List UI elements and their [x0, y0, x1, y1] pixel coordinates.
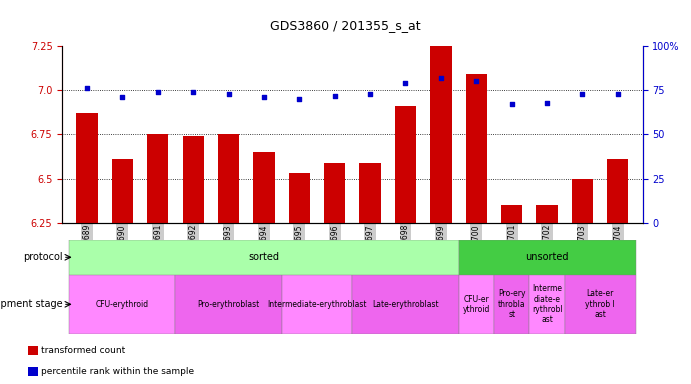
Bar	[76, 113, 97, 223]
Text: Late-erythroblast: Late-erythroblast	[372, 300, 439, 309]
Point	[400, 80, 411, 86]
Point	[577, 91, 588, 97]
Text: development stage: development stage	[0, 299, 63, 310]
Point	[542, 99, 553, 106]
Bar	[282, 275, 352, 334]
Bar	[565, 275, 636, 334]
Bar	[572, 179, 593, 223]
Bar	[607, 159, 629, 223]
Bar	[459, 275, 494, 334]
Bar	[147, 134, 169, 223]
Bar	[28, 346, 38, 355]
Bar	[529, 275, 565, 334]
Text: protocol: protocol	[23, 252, 63, 262]
Bar	[501, 205, 522, 223]
Point	[152, 89, 163, 95]
Text: Late-er
ythrob l
ast: Late-er ythrob l ast	[585, 290, 615, 319]
Bar	[289, 173, 310, 223]
Text: Pro-ery
throbla
st: Pro-ery throbla st	[498, 290, 525, 319]
Text: sorted: sorted	[249, 252, 279, 262]
Bar	[176, 275, 282, 334]
Bar	[459, 240, 636, 275]
Bar	[112, 159, 133, 223]
Bar	[69, 275, 176, 334]
Text: transformed count: transformed count	[41, 346, 125, 355]
Point	[223, 91, 234, 97]
Point	[117, 94, 128, 100]
Point	[329, 93, 340, 99]
Bar	[466, 74, 487, 223]
Point	[82, 85, 93, 91]
Text: Pro-erythroblast: Pro-erythroblast	[198, 300, 260, 309]
Point	[188, 89, 199, 95]
Bar	[430, 46, 451, 223]
Text: Interme
diate-e
rythrobl
ast: Interme diate-e rythrobl ast	[532, 284, 562, 324]
Text: CFU-erythroid: CFU-erythroid	[96, 300, 149, 309]
Bar	[69, 240, 459, 275]
Text: percentile rank within the sample: percentile rank within the sample	[41, 367, 194, 376]
Text: GDS3860 / 201355_s_at: GDS3860 / 201355_s_at	[270, 19, 421, 32]
Point	[258, 94, 269, 100]
Point	[294, 96, 305, 102]
Bar	[218, 134, 239, 223]
Bar	[494, 275, 529, 334]
Point	[506, 101, 517, 108]
Point	[471, 78, 482, 84]
Bar	[395, 106, 416, 223]
Text: CFU-er
ythroid: CFU-er ythroid	[462, 295, 490, 314]
Bar	[28, 367, 38, 376]
Bar	[536, 205, 558, 223]
Bar	[324, 163, 346, 223]
Point	[612, 91, 623, 97]
Bar	[352, 275, 459, 334]
Bar	[359, 163, 381, 223]
Bar	[254, 152, 274, 223]
Text: unsorted: unsorted	[525, 252, 569, 262]
Bar	[182, 136, 204, 223]
Text: Intermediate-erythroblast: Intermediate-erythroblast	[267, 300, 367, 309]
Point	[365, 91, 376, 97]
Point	[435, 75, 446, 81]
